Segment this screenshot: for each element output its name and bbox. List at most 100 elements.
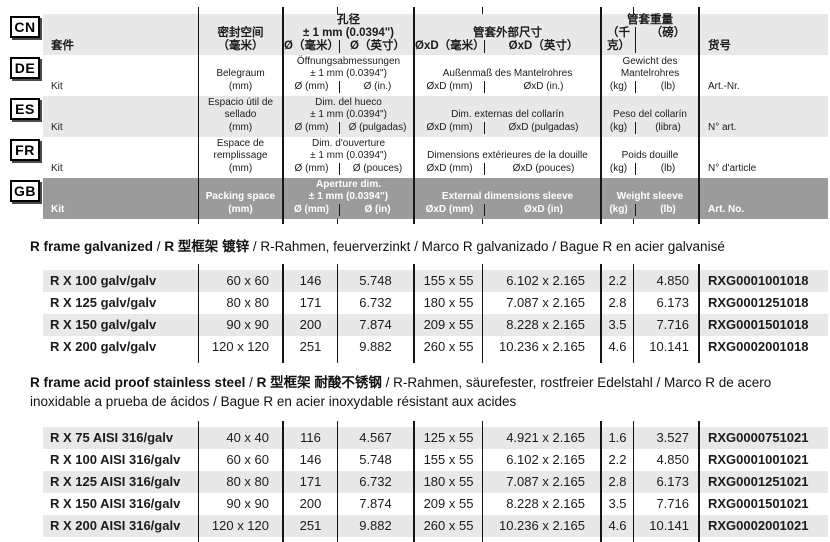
grid-line-stub-row [0,219,828,224]
grid-line-stub [698,219,828,224]
grid-line-stub [482,420,600,427]
weight-kg-value: 2.2 [600,269,633,292]
product-row: R X 150 AISI 316/galv 90 x 90 200 7.874 209 … [0,492,828,515]
kit-name: R X 125 galv/galv [50,295,157,310]
kit-name: R X 150 galv/galv [43,313,198,336]
external-mm-value: 125 x 55 [413,426,482,449]
grid-line-stub [633,263,698,270]
art-no-value: RXG0001251021 [698,470,828,493]
grid-line-stub [198,536,282,542]
external-unit-imperial: ØxD (in.) [484,80,602,93]
external-mm-value: 180 x 55 [413,470,482,493]
grid-line-stub [633,7,698,14]
weight-kg-value: 2.8 [600,470,633,493]
aperture-mm-value: 251 [282,514,337,537]
weight-unit-metric: (kg) [609,80,628,92]
grid-line-stub [413,7,482,14]
external-mm-value: 209 x 55 [413,313,482,336]
external-in-value: 10.236 x 2.165 [482,514,600,537]
weight-lb-value: 6.173 [633,291,698,314]
art-no-label: N° d'article [708,162,757,174]
weight-units: (kg) (lb) [602,162,698,175]
packing-space-header: 密封空间 （毫米） [198,14,282,56]
aperture-unit-metric: Ø (mm) [294,203,329,215]
external-mm-value: 180 x 55 [413,291,482,314]
grid-line-stub [698,420,828,427]
aperture-unit-metric: Ø (mm) [294,162,329,174]
grid-line-stub-row [0,420,828,427]
row-left-spacer [0,515,43,537]
aperture-header: 孔径 ± 1 mm (0.0394") Ø（毫米） Ø（英寸） [282,14,413,56]
weight-title: 管套重量 [627,14,673,26]
packing-space-value: 80 x 80 [198,470,282,493]
row-left-spacer [0,314,43,336]
art-no-header: N° art. [698,96,828,137]
external-in-value: 7.087 x 2.165 [482,470,600,493]
external-header: Dim. externas del collarín ØxD (mm) ØxD (p… [413,96,600,137]
art-no-label: 货号 [708,40,731,52]
header-row-cn: CN 套件 密封空间 （毫米） 孔径 ± 1 mm (0.0394") Ø（毫米） Ø（英… [0,14,828,56]
row-left-spacer [0,493,43,515]
external-units: ØxD (mm) ØxD (pulgadas) [415,121,600,134]
title-separator: / [381,374,394,390]
art-no-header: 货号 [698,14,828,56]
external-unit-imperial: ØxD (in) [484,203,602,216]
product-row: R X 200 galv/galv 120 x 120 251 9.882 260 x … [0,335,828,358]
aperture-units: Ø (mm) Ø (pulgadas) [284,121,413,134]
packing-space-label: 密封空间 （毫米） [217,27,264,52]
external-title: Außenmaß des Mantelrohres [442,68,573,79]
grid-line-stub [698,357,828,363]
external-unit-imperial: ØxD（英寸） [484,40,602,53]
external-header: External dimensions sleeve ØxD (mm) ØxD (i… [413,178,600,219]
packing-space-header: Packing space (mm) [198,178,282,219]
weight-kg-value: 3.5 [600,313,633,336]
external-header: Außenmaß des Mantelrohres ØxD (mm) ØxD (in… [413,55,600,96]
grid-line-stub [698,7,828,14]
weight-header: Peso del collarín (kg) (libra) [600,96,698,137]
grid-line-stub [413,357,482,363]
kit-name: R X 75 AISI 316/galv [43,426,198,449]
packing-space-label: Espacio útil de sellado (mm) [207,96,274,133]
grid-line-stub [337,263,413,270]
external-units: ØxD (mm) ØxD (in.) [415,80,602,93]
external-in-value: 6.102 x 2.165 [482,448,600,471]
grid-line-stub [633,536,698,542]
row-left-spacer [0,336,43,358]
grid-line-stub [282,536,337,542]
aperture-in-value: 6.732 [337,291,413,314]
section-title-en: R frame galvanized [30,239,154,254]
grid-line-stub [600,219,633,224]
art-no-value: RXG0000751021 [698,426,828,449]
grid-line-stub [600,536,633,542]
external-in-value: 8.228 x 2.165 [482,492,600,515]
section-heading-galvanized: R frame galvanized / R 型框架 镀锌 / R-Rahmen… [30,237,826,257]
external-title: External dimensions sleeve [441,191,574,202]
grid-line-stub [698,263,828,270]
aperture-mm-value: 116 [282,426,337,449]
lang-badge-fr: FR [10,139,40,161]
external-mm-value: 260 x 55 [413,514,482,537]
aperture-title: Dim. del hueco ± 1 mm (0.0394") [310,96,387,121]
section-heading-stainless: R frame acid proof stainless steel / R 型… [30,373,826,412]
aperture-mm-value: 146 [282,269,337,292]
weight-lb-value: 4.850 [633,269,698,292]
weight-lb-value: 7.716 [633,492,698,515]
external-in-value: 7.087 x 2.165 [482,291,600,314]
art-no-label: Art.-Nr. [708,80,740,92]
aperture-unit-imperial: Ø（英寸） [339,40,415,53]
grid-line-stub [698,536,828,542]
row-left-spacer [0,427,43,449]
art-no-header: Art. No. [698,178,828,219]
grid-line-stub [0,7,43,14]
grid-line-stub [198,7,282,14]
weight-unit-imperial: (libra) [635,121,700,134]
aperture-unit-metric: Ø (mm) [294,121,329,133]
external-unit-imperial: ØxD (pouces) [484,162,602,175]
badge-cell: CN [0,14,43,56]
weight-header: Weight sleeve (kg) (lb) [600,178,698,219]
row-left-spacer [0,449,43,471]
aperture-mm-value: 200 [282,313,337,336]
aperture-mm-value: 251 [282,335,337,358]
aperture-title: Dim. d'ouverture ± 1 mm (0.0394") [310,137,387,162]
kit-label: 套件 [51,40,74,52]
